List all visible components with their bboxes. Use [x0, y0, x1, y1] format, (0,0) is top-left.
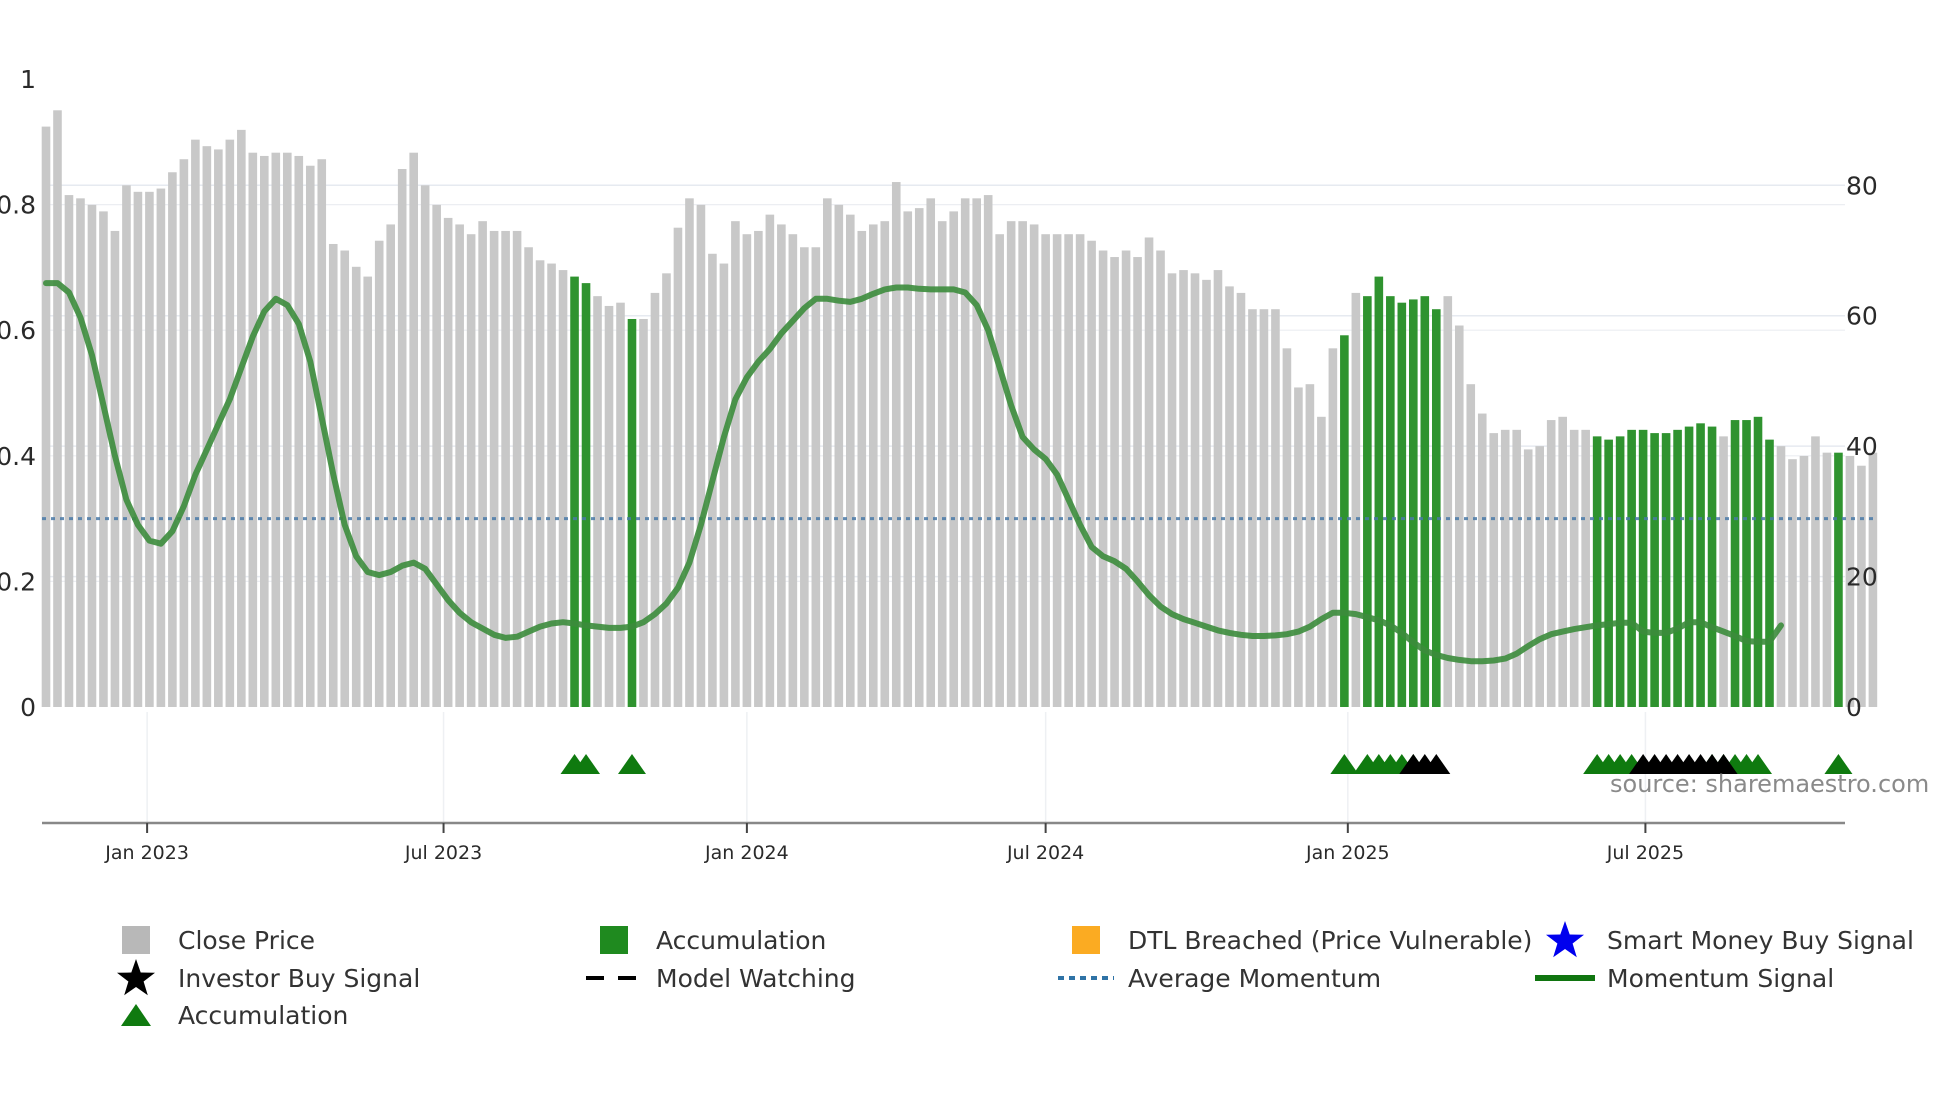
accumulation-swatch-icon — [584, 923, 644, 957]
legend-item-dtl-breached[interactable]: DTL Breached (Price Vulnerable) — [1056, 923, 1532, 957]
svg-text:Jul 2025: Jul 2025 — [1606, 842, 1684, 864]
svg-text:80: 80 — [1846, 171, 1878, 200]
x-axis: Jan 2023 Jul 2023 Jan 2024 Jul 2024 Jan 2025… — [42, 821, 1845, 864]
svg-text:40: 40 — [1846, 432, 1878, 461]
legend-label: DTL Breached (Price Vulnerable) — [1128, 925, 1533, 955]
legend-label: Average Momentum — [1128, 963, 1382, 993]
svg-text:Jan 2023: Jan 2023 — [104, 842, 189, 864]
svg-text:Jul 2023: Jul 2023 — [404, 842, 482, 864]
legend-item-smart-money[interactable]: Smart Money Buy Signal — [1535, 921, 1914, 958]
legend-item-momentum-signal[interactable]: Momentum Signal — [1535, 961, 1834, 995]
legend-label: Accumulation — [656, 925, 827, 955]
left-axis: 0 0.2 0.4 0.6 0.8 1 — [0, 65, 36, 722]
svg-text:0.6: 0.6 — [0, 316, 36, 345]
solid-line-icon — [1535, 961, 1595, 995]
dotted-line-icon — [1056, 961, 1116, 995]
svg-text:0.4: 0.4 — [0, 442, 36, 471]
black-star-icon — [106, 959, 166, 996]
close-price-swatch-icon — [106, 923, 166, 957]
legend-item-accumulation-bar[interactable]: Accumulation — [584, 923, 826, 957]
legend-label: Close Price — [178, 925, 316, 955]
svg-text:60: 60 — [1846, 302, 1878, 331]
legend-label: Model Watching — [656, 963, 856, 993]
signal-markers — [560, 754, 1853, 774]
legend-item-investor-buy[interactable]: Investor Buy Signal — [106, 959, 421, 996]
svg-text:0: 0 — [1846, 693, 1862, 722]
svg-text:0.2: 0.2 — [0, 567, 36, 596]
legend-label: Investor Buy Signal — [178, 963, 421, 993]
legend-label: Momentum Signal — [1607, 963, 1835, 993]
legend-item-model-watching[interactable]: Model Watching — [584, 961, 856, 995]
right-axis: 0 20 40 60 80 — [1846, 171, 1878, 722]
price-bars — [41, 110, 1878, 708]
legend-item-close-price[interactable]: Close Price — [106, 923, 315, 957]
svg-text:0: 0 — [20, 693, 36, 722]
svg-text:1: 1 — [20, 65, 36, 94]
legend-label: Smart Money Buy Signal — [1607, 925, 1914, 955]
momentum-signal-line — [43, 280, 1784, 665]
legend-item-average-momentum[interactable]: Average Momentum — [1056, 961, 1381, 995]
svg-text:20: 20 — [1846, 563, 1878, 592]
svg-text:Jan 2024: Jan 2024 — [704, 842, 789, 864]
legend-label: Accumulation — [178, 1000, 349, 1030]
source-attribution: source: sharemaestro.com — [1610, 770, 1930, 798]
dashed-line-icon — [584, 961, 644, 995]
svg-text:0.8: 0.8 — [0, 191, 36, 220]
svg-text:Jul 2024: Jul 2024 — [1006, 842, 1084, 864]
svg-text:Jan 2025: Jan 2025 — [1305, 842, 1390, 864]
dtl-breached-swatch-icon — [1056, 923, 1116, 957]
triangle-icon — [106, 998, 166, 1032]
blue-star-icon — [1535, 921, 1595, 958]
legend-item-accumulation-marker[interactable]: Accumulation — [106, 998, 348, 1032]
